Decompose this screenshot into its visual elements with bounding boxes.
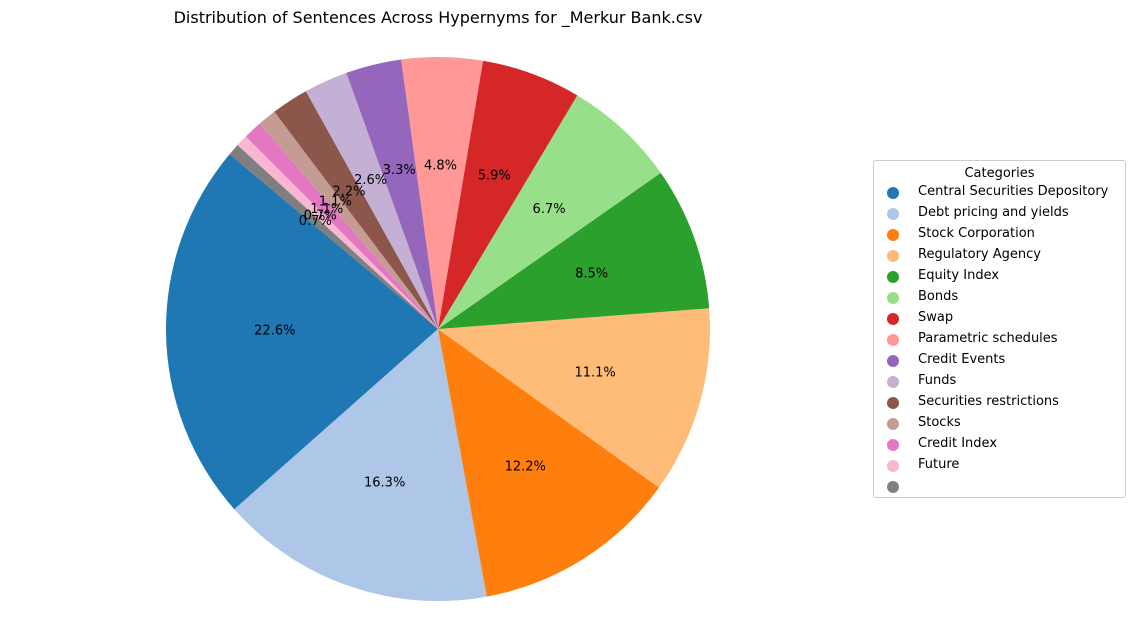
legend-item: Debt pricing and yields (874, 204, 1125, 225)
legend-label: Credit Events (918, 352, 1006, 367)
pie-slice (274, 91, 438, 329)
legend-marker (887, 418, 899, 430)
slice-percent-label: 0.7% (304, 209, 337, 224)
legend-label: Regulatory Agency (918, 247, 1041, 262)
legend-item: Stock Corporation (874, 225, 1125, 246)
legend-label: Swap (918, 310, 954, 325)
legend-item: Equity Index (874, 267, 1125, 288)
legend-label: Equity Index (918, 268, 1000, 283)
slice-percent-label: 4.8% (424, 158, 457, 173)
slice-percent-label: 6.7% (533, 202, 566, 217)
pie-slice (165, 154, 438, 510)
legend-marker (887, 397, 899, 409)
pie-slice (234, 329, 487, 601)
legend-marker (887, 460, 899, 472)
pie-slice (438, 60, 578, 330)
pie-slices (165, 57, 710, 601)
legend-item: Bonds (874, 288, 1125, 309)
pie-slice (438, 172, 710, 329)
legend-marker (887, 292, 899, 304)
slice-percent-label: 2.6% (354, 173, 387, 188)
legend-item: Parametric schedules (874, 330, 1125, 351)
legend-label: Debt pricing and yields (918, 205, 1069, 220)
slice-percent-label: 8.5% (575, 266, 608, 281)
legend-label: Funds (918, 373, 957, 388)
legend-item: Central Securities Depository (874, 183, 1125, 204)
slice-percent-label: 1.1% (319, 195, 352, 210)
slice-percent-label: 0.7% (299, 214, 332, 229)
legend-item: Regulatory Agency (874, 246, 1125, 267)
pie-slice (438, 95, 661, 329)
legend-title: Categories (964, 166, 1035, 181)
pie-slice (229, 145, 438, 329)
legend-marker (887, 250, 899, 262)
pie-slice (237, 136, 438, 329)
legend-marker (887, 313, 899, 325)
legend-label: Stock Corporation (918, 226, 1035, 241)
legend-label: Future (918, 457, 960, 472)
legend-marker (887, 187, 899, 199)
slice-percent-label: 2.2% (332, 185, 365, 200)
legend-item: Swap (874, 309, 1125, 330)
legend-item: Securities restrictions (874, 393, 1125, 414)
legend-item: Funds (874, 372, 1125, 393)
slice-percent-label: 3.3% (383, 163, 416, 178)
legend-marker (887, 271, 899, 283)
pie-slice (305, 72, 438, 329)
legend-marker (887, 229, 899, 241)
slice-percent-label: 16.3% (364, 476, 405, 491)
slice-percent-label: 11.1% (574, 366, 615, 381)
legend-label: Credit Index (918, 436, 998, 451)
legend-item: Future (874, 456, 1125, 477)
legend-marker (887, 439, 899, 451)
pie-slice (438, 308, 710, 488)
legend-item: Stocks (874, 414, 1125, 435)
legend-label: Central Securities Depository (918, 184, 1109, 199)
legend-marker (887, 208, 899, 220)
pie-slice (245, 123, 438, 329)
pie-chart: 22.6% 16.3% 12.2% 11.1% 8.5% 6.7% 5.9% 4.8% 3.3%… (165, 57, 710, 601)
pie-slice (401, 57, 483, 330)
legend-item (874, 477, 1125, 498)
legend-item: Credit Events (874, 351, 1125, 372)
legend-label: Bonds (918, 289, 959, 304)
legend-marker (887, 334, 899, 346)
pie-slice (346, 59, 438, 330)
slice-percent-label: 5.9% (478, 168, 511, 183)
slice-percent-label: 1.1% (310, 202, 343, 217)
pie-slice (259, 111, 438, 330)
pie-percent-labels: 22.6% 16.3% 12.2% 11.1% 8.5% 6.7% 5.9% 4.8% 3.3%… (254, 158, 616, 490)
legend-items: Central Securities Depository Debt pricin… (874, 183, 1125, 498)
legend-label: Stocks (918, 415, 961, 430)
legend-marker (887, 376, 899, 388)
slice-percent-label: 22.6% (254, 324, 295, 339)
legend-label: Securities restrictions (918, 394, 1059, 409)
legend-marker (887, 481, 899, 493)
slice-percent-label: 12.2% (505, 459, 546, 474)
legend-label: Parametric schedules (918, 331, 1058, 346)
legend-item: Credit Index (874, 435, 1125, 456)
legend: Categories Central Securities Depository… (873, 160, 1126, 498)
chart-title: Distribution of Sentences Across Hyperny… (173, 8, 703, 27)
legend-marker (887, 355, 899, 367)
pie-slice (438, 329, 659, 597)
